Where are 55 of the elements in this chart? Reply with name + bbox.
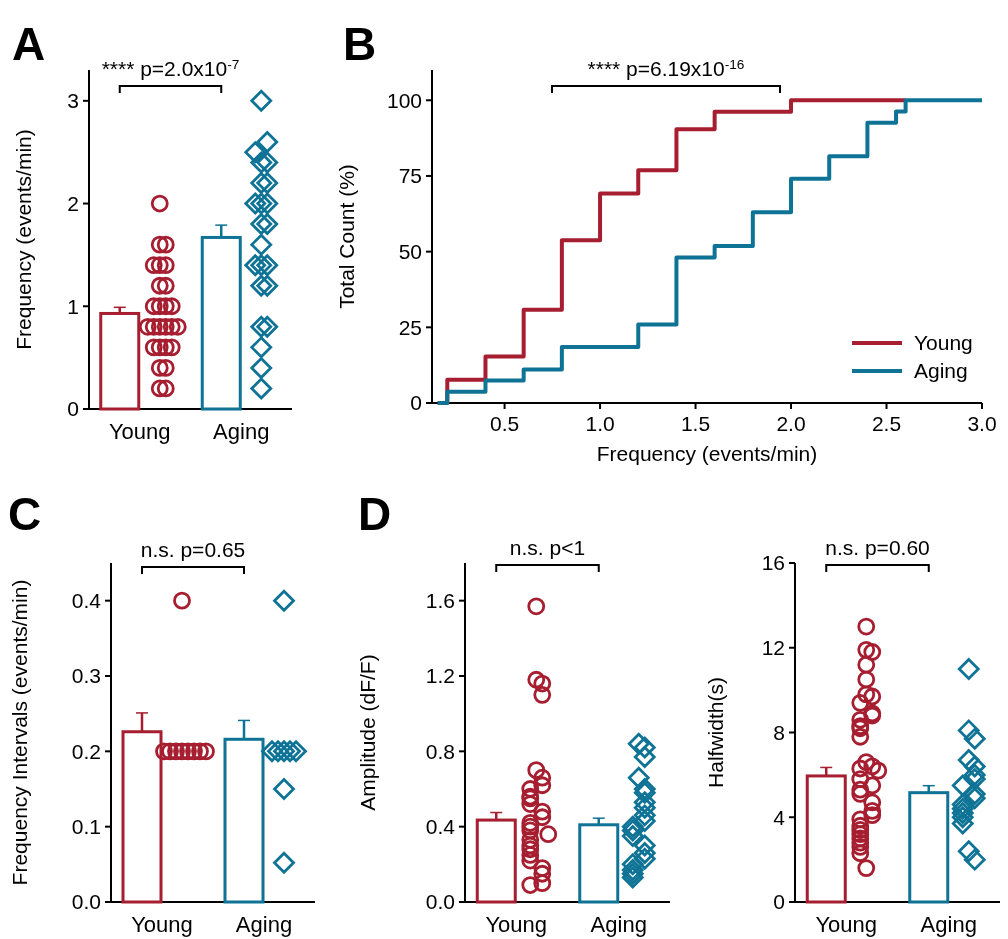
- x-tick-label: 1.0: [585, 412, 615, 435]
- annotation: **** p=2.0x10$^{-7}$: [101, 56, 240, 80]
- text: n.s. p<1: [509, 536, 586, 559]
- chart-title: A: [12, 18, 46, 70]
- y-tick-label: 1: [67, 294, 79, 318]
- x-tick-label: 2.0: [776, 412, 806, 435]
- y-tick-label: 12: [761, 636, 785, 660]
- y-tick-label: 0.2: [71, 739, 101, 763]
- y-tick-label: 4: [773, 805, 786, 829]
- x-tick-label: Aging: [235, 912, 293, 937]
- y-axis-title: Halfwidth(s): [704, 677, 727, 788]
- y-tick-label: 0: [410, 391, 422, 415]
- y-tick-label: 8: [773, 720, 785, 744]
- x-tick-label: 0.5: [489, 412, 520, 435]
- y-tick-label: 0.4: [71, 589, 102, 613]
- y-tick-label: 1.6: [425, 589, 455, 613]
- y-tick-label: 16: [761, 551, 785, 575]
- y-tick-label: 0.0: [71, 890, 101, 914]
- x-tick-label: Aging: [920, 912, 977, 937]
- y-tick-label: 0: [773, 890, 785, 914]
- y-tick-label: 2: [67, 191, 79, 215]
- y-axis-title: Frequency (events/min): [12, 129, 35, 350]
- y-axis-title: Total Count (%): [335, 164, 358, 309]
- y-tick-label: 3: [67, 89, 79, 113]
- x-tick-label: Aging: [590, 912, 647, 937]
- legend-label: Young: [914, 331, 973, 355]
- annotation: **** p=6.19x10$^{-16}$: [587, 56, 745, 80]
- y-tick-label: 100: [386, 88, 422, 112]
- text: n.s. p=0.60: [825, 536, 930, 559]
- y-axis-title: Frequency Intervals (events/min): [8, 579, 31, 886]
- y-tick-label: 0.0: [425, 890, 455, 914]
- y-tick-label: 0.4: [425, 815, 456, 839]
- legend-label: Aging: [914, 359, 968, 383]
- y-tick-label: 25: [398, 315, 422, 339]
- y-tick-label: 0: [67, 397, 79, 421]
- chart-title: B: [343, 18, 377, 70]
- x-axis-title: Frequency (events/min): [596, 442, 818, 465]
- y-axis-title: Amplitude (dF/F): [356, 654, 379, 811]
- y-tick-label: 0.1: [71, 815, 101, 839]
- x-tick-label: 1.5: [680, 412, 711, 435]
- x-tick-label: Young: [108, 419, 171, 444]
- text: n.s. p=0.65: [140, 538, 246, 561]
- chart-title: D: [358, 488, 392, 540]
- y-tick-label: 1.2: [425, 664, 455, 688]
- x-tick-label: Aging: [213, 419, 270, 444]
- y-tick-label: 50: [398, 239, 422, 263]
- y-tick-label: 0.8: [425, 739, 455, 763]
- y-tick-label: 75: [398, 164, 422, 188]
- x-tick-label: 3.0: [967, 412, 997, 435]
- x-tick-label: Young: [131, 912, 193, 937]
- x-tick-label: Young: [815, 912, 878, 937]
- x-tick-label: 2.5: [871, 412, 902, 435]
- chart-title: C: [8, 488, 42, 540]
- x-tick-label: Young: [485, 912, 548, 937]
- y-tick-label: 0.3: [71, 664, 101, 688]
